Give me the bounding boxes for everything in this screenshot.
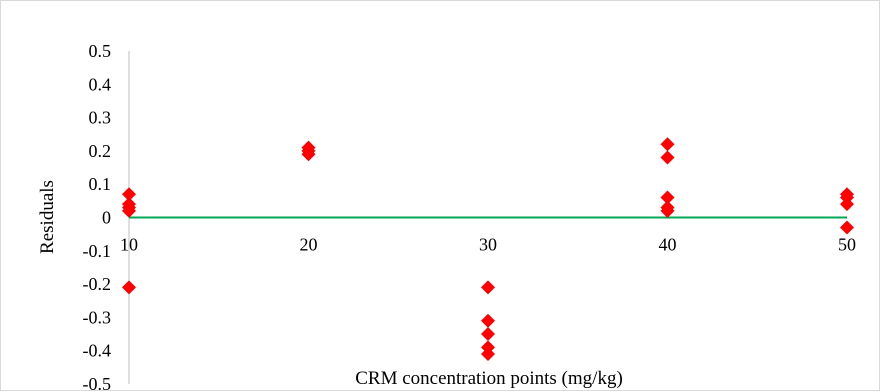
residual-point — [122, 187, 136, 202]
x-axis-ticks: 10 20 30 40 50 — [120, 235, 856, 255]
x-tick-label: 50 — [838, 235, 856, 255]
y-tick-label: 0.1 — [89, 174, 112, 194]
x-tick-label: 10 — [120, 235, 138, 255]
y-tick-label: -0.3 — [83, 307, 112, 327]
residual-point — [122, 280, 136, 295]
residual-point — [660, 203, 675, 218]
x-axis-title: CRM concentration points (mg/kg) — [355, 368, 623, 389]
x-tick-label: 30 — [479, 235, 497, 255]
y-tick-label: -0.5 — [83, 374, 112, 392]
residual-point — [660, 150, 675, 165]
residual-point — [840, 197, 854, 212]
y-tick-label: -0.1 — [83, 241, 112, 261]
residual-points — [122, 137, 854, 362]
y-axis-title: Residuals — [37, 180, 58, 254]
y-tick-label: 0.4 — [89, 74, 112, 94]
y-tick-label: 0.2 — [89, 141, 112, 161]
y-axis-ticks: 0.5 0.4 0.3 0.2 0.1 0 -0.1 -0.2 -0.3 -0.4 -0.5 — [83, 41, 112, 392]
residual-point — [481, 313, 495, 328]
y-tick-label: 0 — [102, 208, 111, 228]
x-tick-label: 40 — [659, 235, 677, 255]
residual-point — [301, 147, 316, 162]
y-tick-label: -0.4 — [83, 341, 112, 361]
residual-point — [122, 203, 136, 218]
x-tick-label: 20 — [300, 235, 318, 255]
y-tick-label: 0.3 — [89, 108, 112, 128]
residual-point — [481, 347, 495, 362]
residual-point — [481, 327, 495, 342]
y-tick-label: -0.2 — [83, 274, 112, 294]
residual-point — [660, 137, 675, 152]
y-tick-label: 0.5 — [89, 41, 112, 61]
residual-point — [840, 220, 854, 235]
residual-point — [481, 280, 495, 295]
residual-point — [660, 190, 675, 205]
